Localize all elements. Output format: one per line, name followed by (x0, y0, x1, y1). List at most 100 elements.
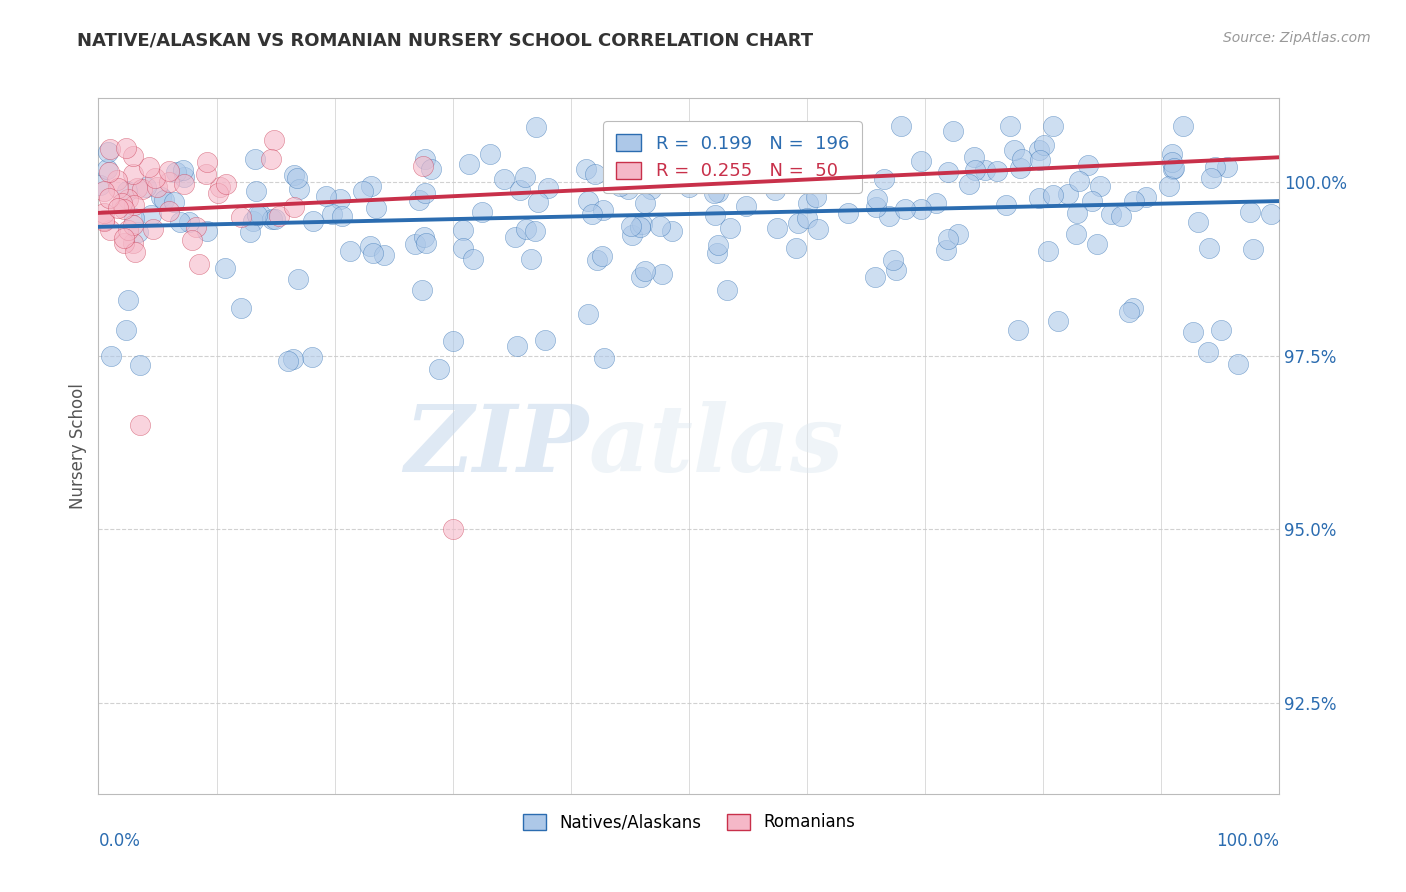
Point (723, 165, 745, 179)
Point (1099, 207, 1122, 221)
Point (523, 224, 546, 238)
Point (404, 237, 426, 252)
Point (184, 219, 207, 234)
Point (114, 323, 136, 337)
Point (197, 155, 219, 169)
Point (239, 225, 262, 239)
Point (1090, 178, 1112, 193)
Point (1122, 301, 1144, 315)
Point (107, 201, 129, 215)
Point (865, 200, 887, 214)
Point (592, 203, 614, 218)
Point (707, 185, 730, 199)
Point (678, 179, 700, 194)
Point (373, 248, 395, 262)
Point (262, 211, 284, 226)
Point (115, 141, 138, 155)
Point (942, 123, 965, 137)
Point (894, 202, 917, 216)
Point (263, 133, 285, 147)
Point (231, 210, 253, 224)
Point (703, 186, 725, 200)
Point (1066, 227, 1088, 241)
Point (1028, 144, 1050, 158)
Point (973, 163, 995, 178)
Point (936, 165, 959, 179)
Point (704, 164, 727, 178)
Point (519, 252, 541, 266)
Point (427, 362, 450, 376)
Point (537, 180, 560, 194)
Point (806, 190, 828, 204)
Text: NATIVE/ALASKAN VS ROMANIAN NURSERY SCHOOL CORRELATION CHART: NATIVE/ALASKAN VS ROMANIAN NURSERY SCHOO… (77, 31, 814, 49)
Point (172, 162, 194, 177)
Point (1216, 160, 1239, 174)
Point (181, 233, 204, 247)
Point (339, 244, 361, 259)
Point (1047, 314, 1070, 328)
Point (121, 148, 143, 162)
Point (1042, 188, 1064, 202)
Point (995, 198, 1018, 212)
Point (1209, 323, 1232, 337)
Point (287, 181, 309, 195)
Point (98, 142, 121, 156)
Point (415, 236, 437, 251)
Point (131, 182, 153, 196)
Point (277, 354, 299, 368)
Point (1227, 357, 1250, 371)
Point (796, 196, 818, 211)
Point (360, 178, 382, 193)
Point (458, 157, 481, 171)
Point (1008, 161, 1031, 175)
Point (524, 120, 547, 135)
Point (934, 243, 956, 257)
Point (157, 175, 180, 189)
Point (105, 173, 128, 187)
Point (98, 222, 121, 236)
Point (1161, 147, 1184, 161)
Point (925, 196, 948, 211)
Point (890, 120, 912, 134)
Point (578, 307, 600, 321)
Point (661, 224, 683, 238)
Point (97, 191, 120, 205)
Point (145, 180, 167, 194)
Point (135, 180, 157, 194)
Point (352, 184, 374, 198)
Point (1036, 244, 1059, 259)
Point (129, 358, 152, 372)
Point (1181, 325, 1204, 339)
Point (97, 145, 120, 159)
Point (1204, 161, 1226, 175)
Point (640, 181, 662, 195)
Point (621, 155, 644, 169)
Point (1260, 207, 1282, 221)
Point (866, 192, 889, 206)
Point (634, 195, 657, 210)
Point (441, 523, 464, 537)
Point (807, 221, 830, 235)
Point (329, 192, 352, 206)
Point (411, 283, 433, 297)
Point (910, 202, 932, 216)
Point (243, 153, 266, 167)
Point (1239, 204, 1261, 219)
Point (630, 269, 652, 284)
Point (785, 241, 807, 255)
Point (763, 183, 786, 197)
Point (621, 227, 644, 242)
Point (197, 224, 219, 238)
Point (1007, 322, 1029, 336)
Point (681, 166, 703, 180)
Point (645, 129, 668, 144)
Point (1173, 119, 1195, 133)
Point (141, 208, 163, 222)
Point (837, 205, 859, 219)
Point (195, 167, 218, 181)
Point (509, 183, 531, 197)
Point (505, 230, 527, 244)
Point (246, 208, 269, 222)
Point (281, 351, 304, 366)
Point (910, 154, 932, 169)
